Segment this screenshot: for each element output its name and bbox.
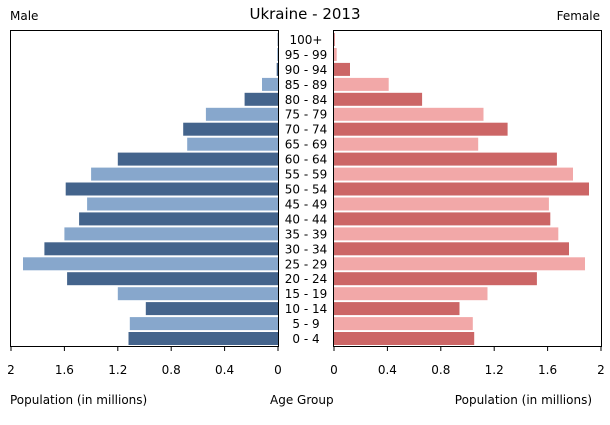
female-bar-40-44: [334, 212, 551, 226]
age-group-label: 0 - 4: [292, 332, 319, 346]
male-bar-50-54: [65, 182, 278, 196]
female-bar-70-74: [334, 122, 508, 136]
age-group-label: 15 - 19: [285, 287, 328, 301]
female-tick-label: 2: [597, 363, 605, 377]
male-tick-label: 0: [274, 363, 282, 377]
male-tick-label: 1.6: [55, 363, 74, 377]
female-bar-0-4: [334, 332, 475, 345]
male-bar-20-24: [67, 272, 278, 286]
male-bar-35-39: [64, 227, 279, 241]
female-header: Female: [556, 9, 600, 23]
male-bar-65-69: [187, 137, 278, 151]
age-group-label: 95 - 99: [285, 48, 328, 62]
male-bar-30-34: [44, 242, 279, 256]
female-tick-label: 0.8: [431, 363, 450, 377]
male-bar-55-59: [91, 167, 278, 181]
female-bar-100+: [334, 33, 335, 46]
female-bar-80-84: [334, 92, 423, 106]
male-bar-90-94: [276, 62, 278, 76]
female-bar-45-49: [334, 197, 549, 211]
age-group-label: 45 - 49: [285, 198, 328, 212]
female-x-axis-label: Population (in millions): [454, 393, 592, 407]
male-bar-75-79: [205, 107, 278, 121]
male-bar-60-64: [117, 152, 278, 166]
age-group-label: 40 - 44: [285, 212, 328, 226]
age-group-label: 65 - 69: [285, 138, 328, 152]
female-bar-30-34: [334, 242, 569, 256]
age-group-label: 80 - 84: [285, 93, 328, 107]
male-bar-5-9: [129, 317, 278, 331]
male-tick-label: 1.2: [108, 363, 127, 377]
female-bar-65-69: [334, 137, 479, 151]
female-tick-label: 0: [330, 363, 338, 377]
male-bar-15-19: [117, 287, 278, 301]
age-group-label: 20 - 24: [285, 272, 328, 286]
female-bar-5-9: [334, 317, 473, 331]
age-group-label: 25 - 29: [285, 257, 328, 271]
age-group-label: 5 - 9: [292, 317, 319, 331]
age-group-label: 85 - 89: [285, 78, 328, 92]
male-bar-45-49: [87, 197, 278, 211]
female-bar-75-79: [334, 107, 484, 121]
male-tick-label: 2: [7, 363, 15, 377]
female-bar-50-54: [334, 182, 589, 196]
female-bar-10-14: [334, 302, 460, 316]
age-group-label: 50 - 54: [285, 183, 328, 197]
male-bar-40-44: [79, 212, 278, 226]
female-tick-label: 1.6: [538, 363, 557, 377]
female-bar-85-89: [334, 77, 389, 91]
chart-title: Ukraine - 2013: [249, 5, 361, 23]
age-group-label: 75 - 79: [285, 108, 328, 122]
male-bar-25-29: [23, 257, 278, 271]
female-tick-label: 1.2: [485, 363, 504, 377]
male-tick-label: 0.4: [215, 363, 234, 377]
female-bar-60-64: [334, 152, 557, 166]
male-x-axis-label: Population (in millions): [10, 393, 148, 407]
female-bar-90-94: [334, 62, 350, 76]
age-group-label: 100+: [290, 33, 323, 47]
male-tick-label: 0.8: [162, 363, 181, 377]
female-bar-55-59: [334, 167, 573, 181]
age-group-label: 90 - 94: [285, 63, 328, 77]
age-group-label: 30 - 34: [285, 242, 328, 256]
male-bar-85-89: [262, 77, 278, 91]
female-bar-20-24: [334, 272, 537, 286]
male-header: Male: [10, 9, 39, 23]
male-plot-frame: [10, 30, 279, 347]
male-bar-0-4: [128, 332, 278, 345]
male-bar-80-84: [244, 92, 278, 106]
female-bar-95-99: [334, 48, 337, 61]
age-group-label: 10 - 14: [285, 302, 328, 316]
female-bar-35-39: [334, 227, 559, 241]
age-group-label: 60 - 64: [285, 153, 328, 167]
male-bar-70-74: [183, 122, 278, 136]
female-tick-label: 0.4: [378, 363, 397, 377]
male-bar-10-14: [145, 302, 278, 316]
female-bar-15-19: [334, 287, 488, 301]
female-bar-25-29: [334, 257, 585, 271]
female-plot-frame: [333, 30, 602, 347]
age-group-label: Age Group: [270, 393, 334, 407]
age-group-label: 55 - 59: [285, 168, 328, 182]
age-group-label: 35 - 39: [285, 227, 328, 241]
age-group-label: 70 - 74: [285, 123, 328, 137]
male-bar-95-99: [277, 48, 278, 61]
